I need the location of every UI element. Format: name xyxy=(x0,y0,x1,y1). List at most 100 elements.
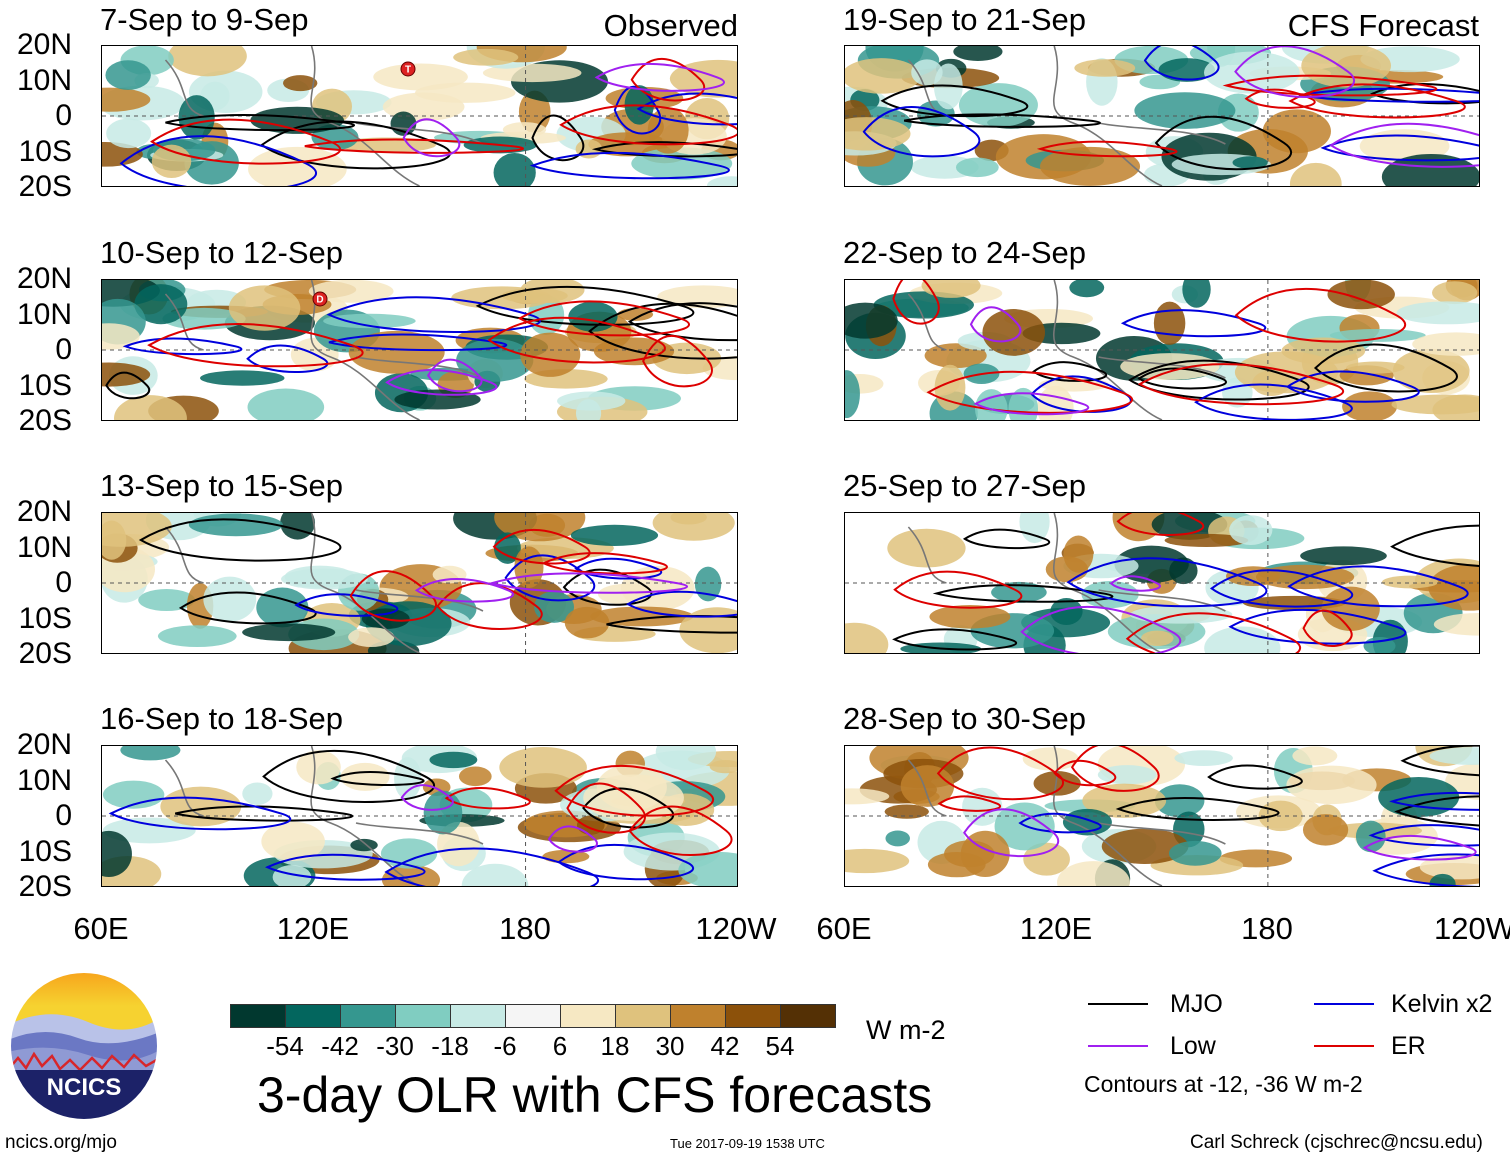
kelvin-contour xyxy=(384,847,599,886)
lat-label: 10S xyxy=(18,368,72,402)
lat-label: 10N xyxy=(16,63,72,97)
lat-label: 0 xyxy=(55,566,72,599)
low-contour xyxy=(547,825,598,853)
coastline xyxy=(164,513,484,653)
olr-anomaly xyxy=(1378,776,1460,818)
mjo-contour xyxy=(1115,797,1280,821)
olr-anomaly xyxy=(652,513,735,541)
panel-title-obs-1: 7-Sep to 9-Sep xyxy=(100,2,309,37)
lat-label: 10S xyxy=(18,834,72,868)
olr-anomaly xyxy=(845,58,921,94)
olr-anomaly xyxy=(1429,873,1456,886)
olr-anomaly xyxy=(1327,280,1395,310)
lat-label: 20N xyxy=(16,495,72,528)
colorbar-swatch xyxy=(505,1004,561,1028)
kelvin-contour xyxy=(328,333,508,352)
kelvin-contour xyxy=(862,106,981,158)
olr-anomaly xyxy=(953,46,1003,62)
olr-anomaly xyxy=(885,830,910,847)
olr-anomaly xyxy=(281,568,368,590)
er-contour xyxy=(1234,287,1407,343)
legend-line-mjo xyxy=(1088,1003,1148,1005)
colorbar-label: 30 xyxy=(655,1031,685,1061)
olr-anomaly xyxy=(102,817,196,844)
storm-marker-label: T xyxy=(405,65,411,76)
kelvin-contour xyxy=(1298,87,1479,103)
kelvin-contour xyxy=(122,337,243,356)
low-contour xyxy=(402,118,461,158)
olr-field xyxy=(102,513,737,653)
lon-label-180-left: 180 xyxy=(499,911,551,946)
er-contour xyxy=(566,782,646,834)
colorbar-label: -6 xyxy=(493,1031,517,1061)
mjo-contour xyxy=(562,568,653,606)
lat-label: 0 xyxy=(55,799,72,832)
er-contour xyxy=(642,334,713,388)
low-contour xyxy=(1020,605,1182,653)
storm-marker-icon: T xyxy=(400,61,416,77)
lat-label: 10N xyxy=(16,530,72,564)
mjo-contour xyxy=(892,628,1018,651)
lat-label: 20S xyxy=(18,404,72,437)
olr-anomaly xyxy=(1057,861,1130,886)
olr-anomaly xyxy=(157,625,237,648)
olr-anomaly xyxy=(597,583,656,605)
low-contour xyxy=(400,784,454,811)
er-contour xyxy=(554,764,715,817)
olr-anomaly xyxy=(102,362,151,387)
er-contour xyxy=(517,300,690,337)
mjo-contour xyxy=(1390,524,1479,567)
lat-label: 20S xyxy=(18,637,72,670)
lat-label: 20N xyxy=(16,728,72,761)
kelvin-contour xyxy=(1066,557,1268,608)
olr-field xyxy=(845,513,1479,653)
footer-url[interactable]: ncics.org/mjo xyxy=(5,1132,117,1153)
olr-anomaly xyxy=(296,750,341,785)
main-title: 3-day OLR with CFS forecasts xyxy=(257,1067,933,1123)
low-contour xyxy=(1329,122,1479,168)
olr-anomaly xyxy=(845,302,898,339)
olr-anomaly xyxy=(1429,747,1479,765)
mjo-contour xyxy=(165,114,355,132)
colorbar-swatch xyxy=(340,1004,396,1028)
olr-field: T xyxy=(102,46,737,186)
colorbar-swatch xyxy=(560,1004,616,1028)
er-contour xyxy=(893,570,1023,609)
legend-label-kelvin: Kelvin x2 xyxy=(1391,990,1493,1018)
er-contour xyxy=(1125,612,1302,653)
olr-anomaly xyxy=(1134,92,1236,129)
olr-anomaly xyxy=(394,389,481,410)
olr-anomaly xyxy=(1023,842,1070,876)
olr-anomaly xyxy=(256,587,309,628)
er-contour xyxy=(492,528,591,565)
kelvin-contour xyxy=(1389,791,1479,811)
lat-label: 10S xyxy=(18,134,72,168)
mjo-contour xyxy=(1400,746,1479,777)
olr-anomaly xyxy=(1355,820,1386,853)
panel-title-fcst-2: 22-Sep to 24-Sep xyxy=(843,235,1087,270)
coastline xyxy=(907,746,1226,886)
kelvin-contour xyxy=(1368,824,1479,847)
olr-anomaly xyxy=(1396,301,1479,325)
olr-anomaly xyxy=(138,589,195,612)
kelvin-contour xyxy=(264,853,426,881)
olr-anomaly xyxy=(1050,598,1083,625)
olr-anomaly xyxy=(429,751,478,769)
olr-anomaly xyxy=(105,60,151,90)
olr-anomaly xyxy=(1292,746,1338,766)
olr-anomaly xyxy=(921,280,981,298)
olr-anomaly xyxy=(845,788,890,805)
olr-anomaly xyxy=(1419,854,1479,880)
kelvin-contour xyxy=(529,151,730,180)
er-contour xyxy=(444,787,531,810)
colorbar-swatch xyxy=(725,1004,781,1028)
olr-anomaly xyxy=(1097,765,1157,785)
olr-anomaly xyxy=(911,59,943,86)
olr-anomaly xyxy=(499,747,587,788)
olr-anomaly xyxy=(1074,59,1136,77)
olr-anomaly xyxy=(272,865,312,886)
legend-line-er xyxy=(1314,1045,1374,1047)
olr-anomaly xyxy=(1158,58,1215,82)
olr-anomaly xyxy=(1262,109,1331,154)
olr-anomaly xyxy=(242,623,336,642)
